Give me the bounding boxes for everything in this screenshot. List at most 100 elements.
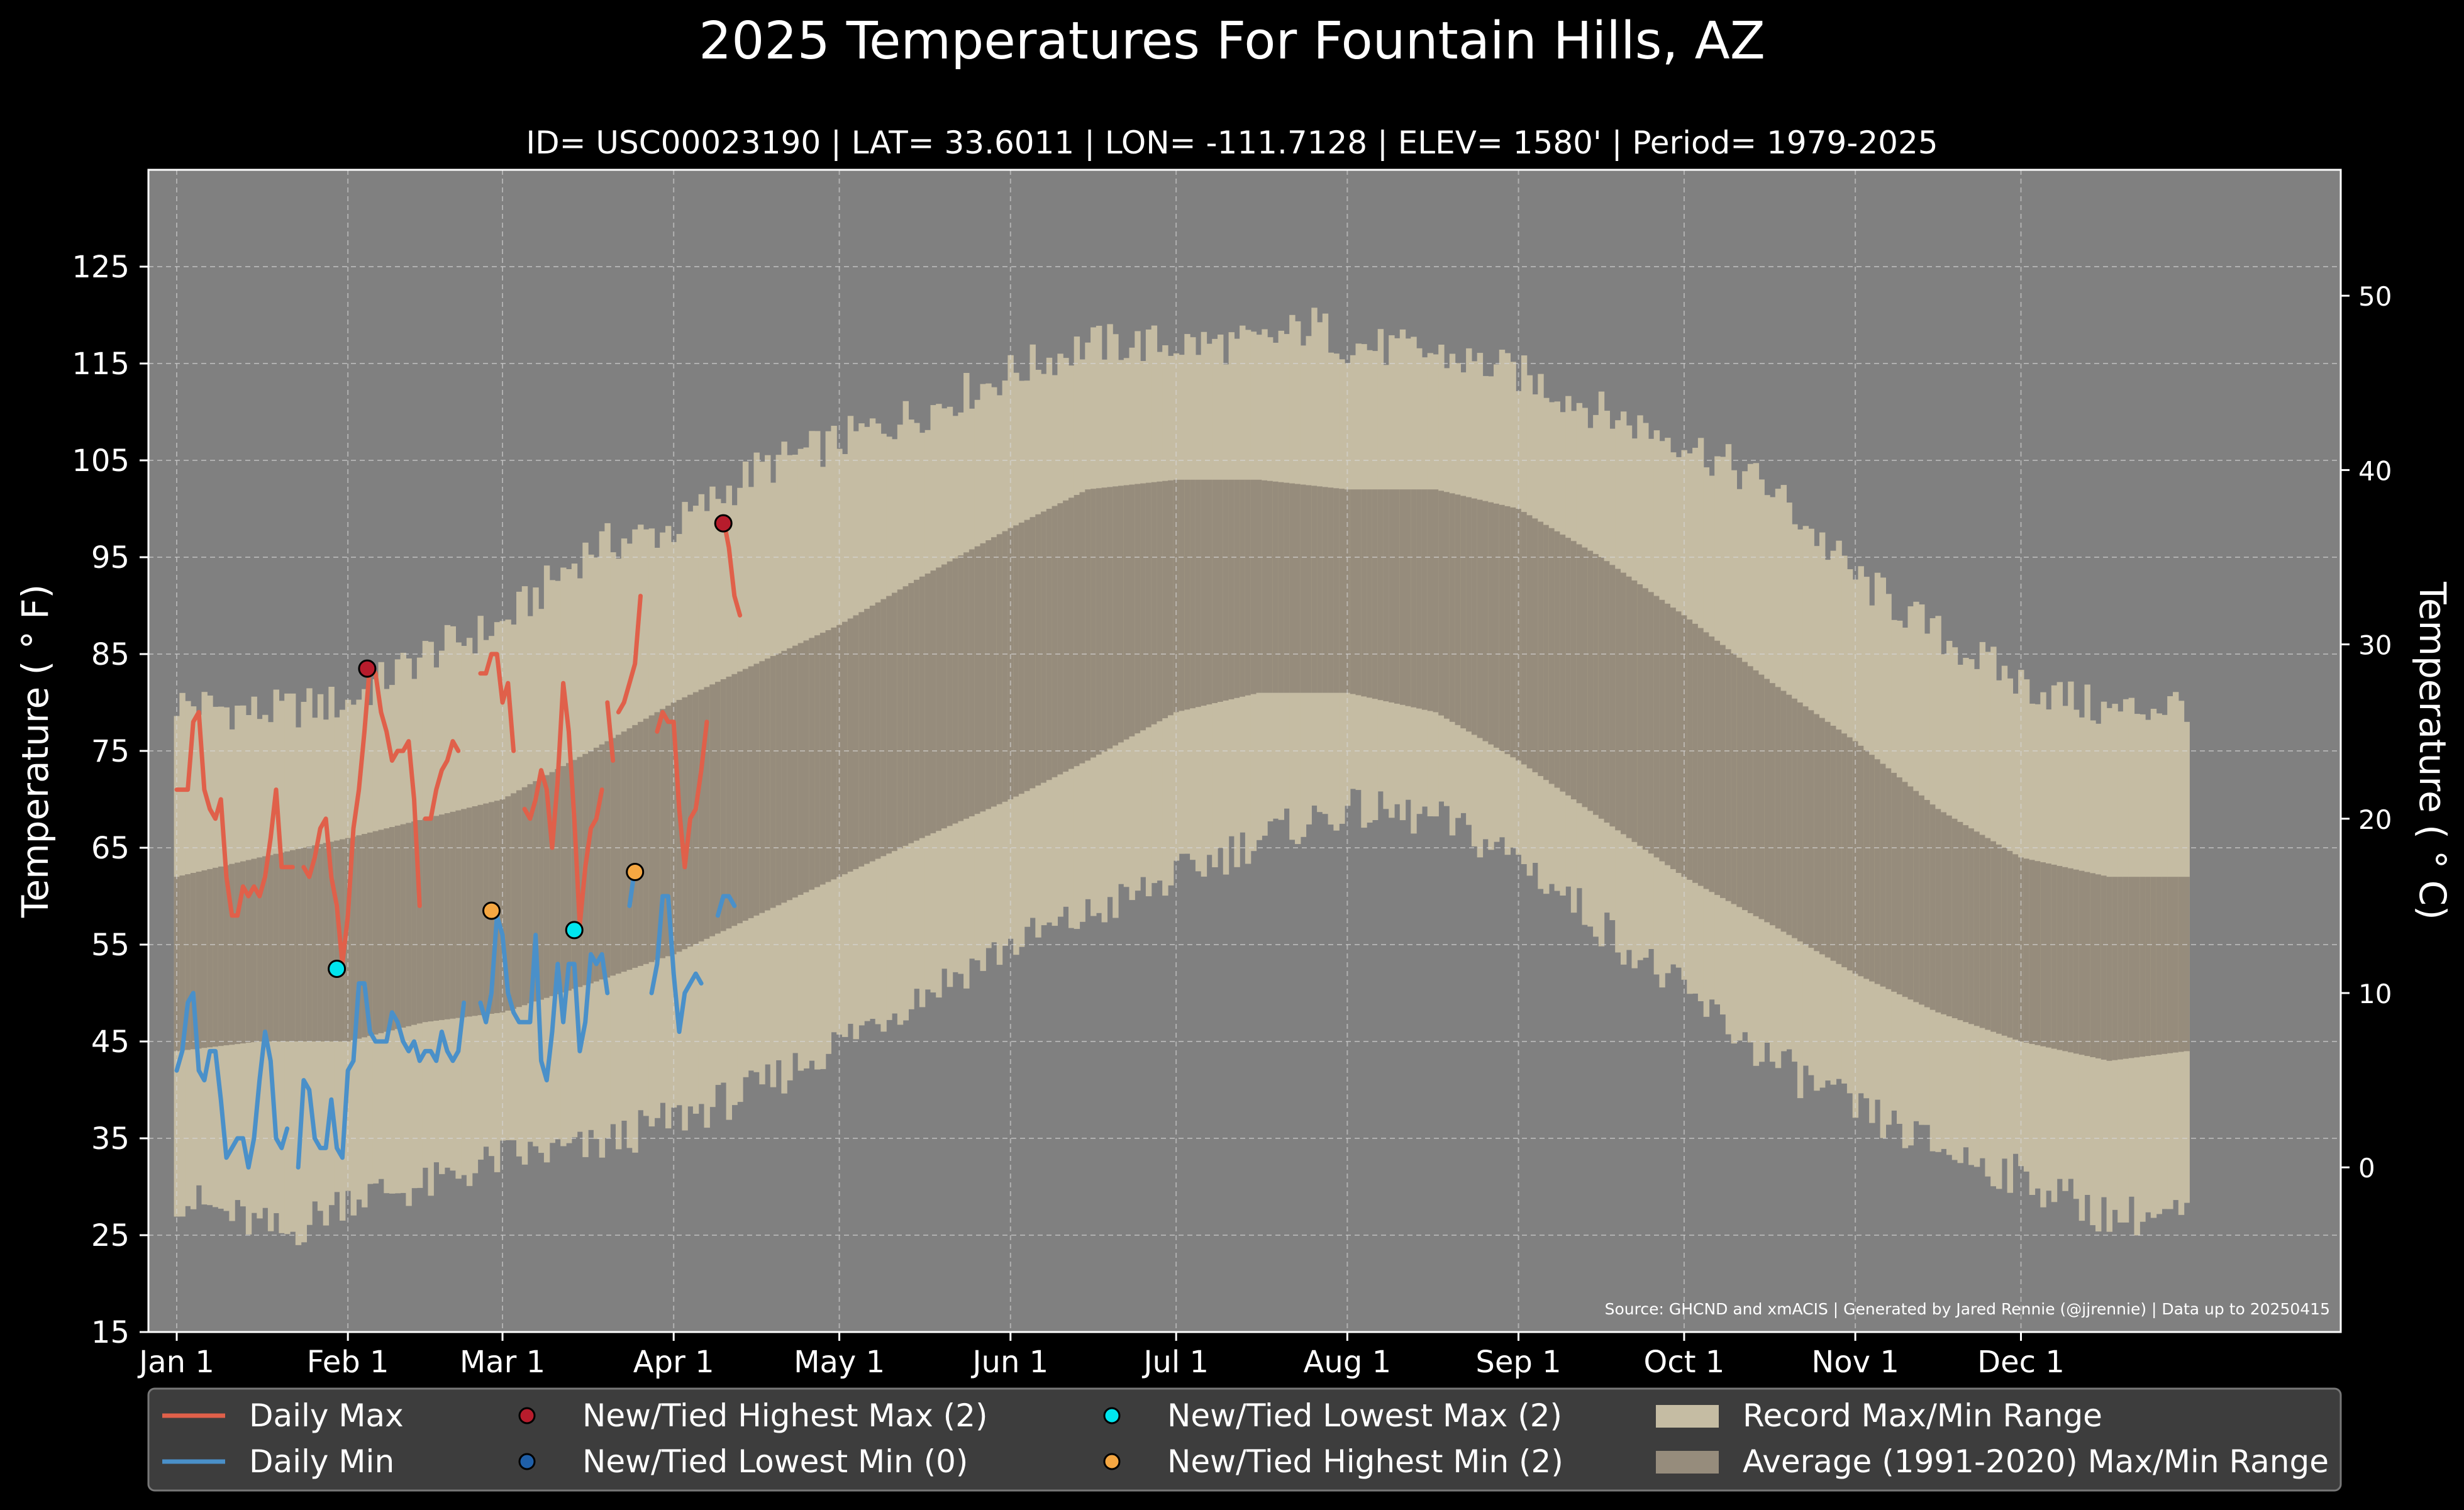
average-bar [2184,877,2190,1052]
average-bar [1770,683,1776,926]
average-bar [1929,804,1936,1010]
average-bar [521,787,528,1006]
average-bar [737,671,743,924]
average-bar [1824,721,1831,958]
average-bar [2112,877,2118,1060]
average-bar [1262,480,1268,693]
average-bar [1990,841,1997,1032]
average-bar [765,658,771,911]
average-bar [2078,870,2085,1055]
average-bar [1725,649,1732,901]
average-bar [1355,489,1362,696]
daily-min-line [649,894,704,1035]
y-tick-label: 125 [72,250,130,285]
average-bar [819,633,826,885]
average-bar [1985,838,1991,1030]
average-bar [1201,479,1207,706]
average-bar [1780,691,1787,932]
average-bar [787,648,793,901]
daily-max-line [522,680,604,928]
average-bar [179,875,186,1051]
average-bar [897,589,904,848]
average-bar [1510,507,1516,758]
x-tick-label: Oct 1 [1644,1345,1725,1380]
average-bar [1444,492,1450,719]
average-bar [466,808,473,1017]
average-bar [1643,588,1649,850]
average-bar [847,618,854,872]
average-bar [1267,480,1274,693]
chart-subtitle: ID= USC00023190 | LAT= 33.6011 | LON= -1… [526,125,1938,161]
average-bar [1190,479,1196,709]
average-bar [1272,481,1279,693]
average-bar [1946,815,1953,1016]
average-bar [2139,877,2146,1057]
average-bar [378,830,384,1033]
average-bar [1250,479,1257,694]
grid [148,170,2341,1332]
legend-label: Daily Min [249,1443,394,1480]
average-bar [527,784,533,1004]
average-bar [505,796,511,1011]
average-bar [1107,487,1113,749]
average-bar [1289,483,1296,693]
climate-bars [174,308,2190,1245]
daily-max-line [605,700,616,763]
average-bar [1471,498,1478,735]
average-bar [1256,479,1262,693]
average-bar [1135,484,1141,734]
average-bar [1427,489,1434,711]
average-bar [2001,848,2008,1036]
average-bar [356,835,362,1039]
average-bar [1797,702,1804,941]
average-bar [1123,485,1130,740]
average-bar [1548,528,1555,784]
average-bar [185,874,191,1050]
average-bar [2117,877,2124,1060]
average-bar [1869,755,1875,982]
daily-max-line [174,709,295,918]
average-bar [654,712,660,960]
average-bar [1212,479,1218,703]
average-bar [1300,484,1307,693]
average-bar [2034,861,2041,1045]
average-bar [1245,479,1251,696]
average-bar [2029,860,2036,1044]
average-bar [1052,506,1058,777]
average-bar [1367,489,1373,698]
average-bar [2150,877,2157,1055]
average-bar [1516,509,1522,761]
average-bar [1979,835,1986,1028]
average-bar [1477,499,1484,738]
average-bar [1499,504,1506,751]
average-bar [1858,745,1864,977]
average-bar [731,674,738,926]
average-bar [1692,623,1699,883]
average-bar [1554,531,1560,788]
average-bar [1753,670,1760,916]
average-bar [2040,862,2046,1046]
average-bar [1096,488,1102,755]
average-bar [1195,479,1202,708]
average-bar [1063,500,1069,772]
average-bar [864,609,870,864]
average-bar [1792,698,1798,938]
average-bar [1223,479,1229,701]
average-bar [968,549,975,816]
legend-label: Record Max/Min Range [1743,1397,2102,1434]
average-bar [1687,619,1693,880]
average-bar [1670,608,1677,869]
average-bar [1526,515,1533,769]
average-bar [1570,541,1577,799]
daily-max-line [721,516,743,618]
average-bar [930,570,936,833]
average-bar [1665,603,1671,865]
average-bar [1902,782,1909,997]
average-bar [2046,863,2052,1048]
y-tick-label: 105 [72,443,130,479]
average-bar [1129,484,1135,736]
average-bar [1802,706,1809,945]
average-bar [1758,674,1765,919]
record-markers [328,514,733,978]
average-bar [1394,489,1401,704]
